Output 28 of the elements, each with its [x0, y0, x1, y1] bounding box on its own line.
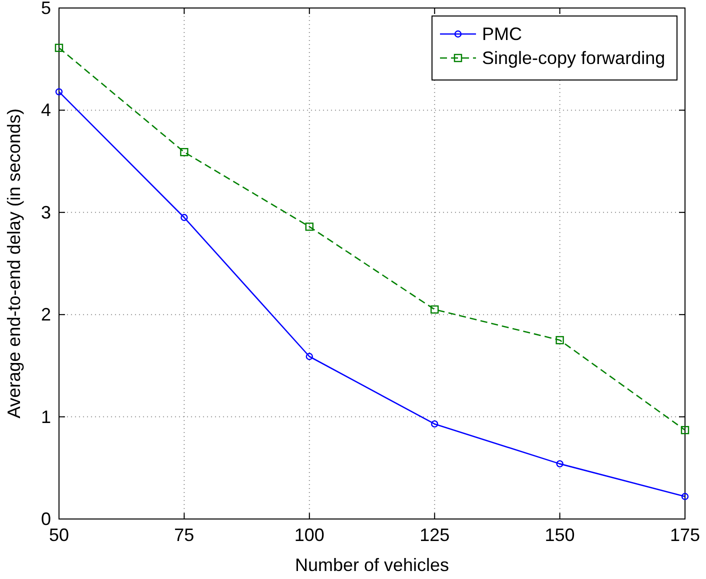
point	[680, 426, 690, 434]
y-tick-label: 5	[40, 0, 51, 18]
x-tick-label: 125	[420, 525, 450, 545]
y-tick-label: 3	[40, 202, 51, 222]
point	[306, 352, 313, 360]
y-tick-label: 2	[40, 304, 51, 325]
x-tick-label: 75	[174, 525, 194, 545]
point	[556, 336, 564, 344]
y-tick-label: 4	[40, 100, 51, 120]
x-tick-label: 175	[670, 525, 700, 545]
point	[180, 214, 188, 222]
x-tick-label: 150	[544, 525, 575, 545]
point	[681, 492, 689, 500]
point	[305, 222, 314, 231]
legend-label: PMC	[482, 24, 522, 44]
point	[430, 305, 439, 314]
y-tick-label: 1	[40, 406, 51, 427]
y-tick-label: 0	[40, 509, 51, 529]
x-tick-label: 50	[48, 525, 70, 545]
y-axis-title: Average end-to-end delay (in seconds)	[4, 108, 24, 418]
x-tick-label: 100	[294, 525, 324, 545]
x-axis-title: Number of vehicles	[294, 555, 450, 575]
point	[55, 88, 63, 96]
legend-label: Single-copy forwarding	[482, 48, 666, 68]
point	[180, 148, 188, 156]
point	[431, 420, 438, 428]
point	[556, 460, 564, 468]
point	[54, 44, 64, 52]
